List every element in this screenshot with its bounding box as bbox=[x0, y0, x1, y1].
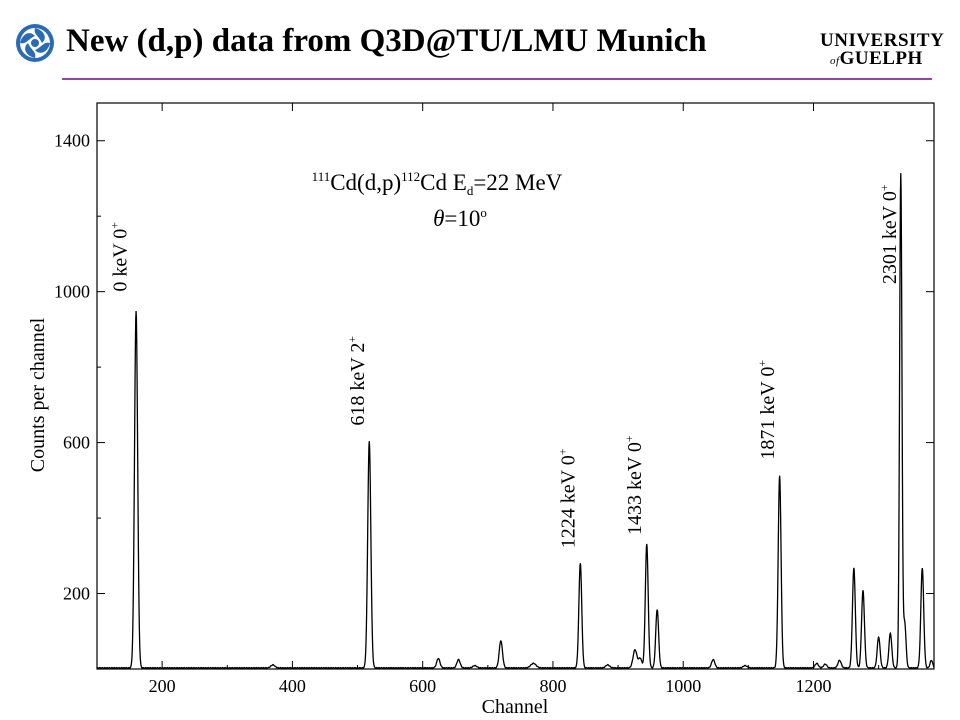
plot-area-frame bbox=[96, 102, 935, 670]
peak-annotation: 2301 keV 0+ bbox=[877, 184, 901, 284]
y-axis-label: Counts per channel bbox=[27, 317, 49, 472]
x-tick-label: 400 bbox=[279, 676, 306, 696]
reaction-label: 111Cd(d,p)112Cd Ed=22 MeV bbox=[312, 169, 563, 198]
x-tick-label: 600 bbox=[409, 676, 436, 696]
x-tick-label: 800 bbox=[539, 676, 566, 696]
x-tick-label: 200 bbox=[149, 676, 176, 696]
y-tick-label: 1400 bbox=[54, 131, 90, 151]
peak-annotation: 618 keV 2+ bbox=[345, 336, 369, 426]
logo-of: of bbox=[830, 55, 840, 67]
x-axis-label: Channel bbox=[482, 696, 549, 718]
x-tick-label: 1200 bbox=[795, 676, 831, 696]
y-tick-label: 200 bbox=[63, 584, 90, 604]
logo-line-2: ofGUELPH bbox=[830, 48, 923, 70]
peak-annotation: 1433 keV 0+ bbox=[622, 435, 646, 535]
title-divider bbox=[62, 78, 932, 80]
logo-line-1: UNIVERSITY bbox=[820, 30, 945, 51]
peak-annotation: 1224 keV 0+ bbox=[555, 448, 579, 548]
y-tick-label: 1000 bbox=[54, 282, 90, 302]
logo-line-2-text: GUELPH bbox=[839, 48, 923, 69]
y-tick-label: 600 bbox=[63, 433, 90, 453]
spectrum-series-line bbox=[96, 173, 935, 669]
swirl-logo-icon bbox=[16, 24, 54, 62]
slide-title: New (d,p) data from Q3D@TU/LMU Munich bbox=[66, 23, 707, 59]
peak-annotation: 0 keV 0+ bbox=[107, 222, 131, 292]
x-tick-label: 1000 bbox=[665, 676, 701, 696]
peak-annotation: 1871 keV 0+ bbox=[755, 360, 779, 460]
university-logo: UNIVERSITY ofGUELPH bbox=[818, 30, 944, 72]
angle-label: θ=10o bbox=[433, 205, 487, 231]
slide-header: New (d,p) data from Q3D@TU/LMU Munich UN… bbox=[0, 0, 960, 80]
